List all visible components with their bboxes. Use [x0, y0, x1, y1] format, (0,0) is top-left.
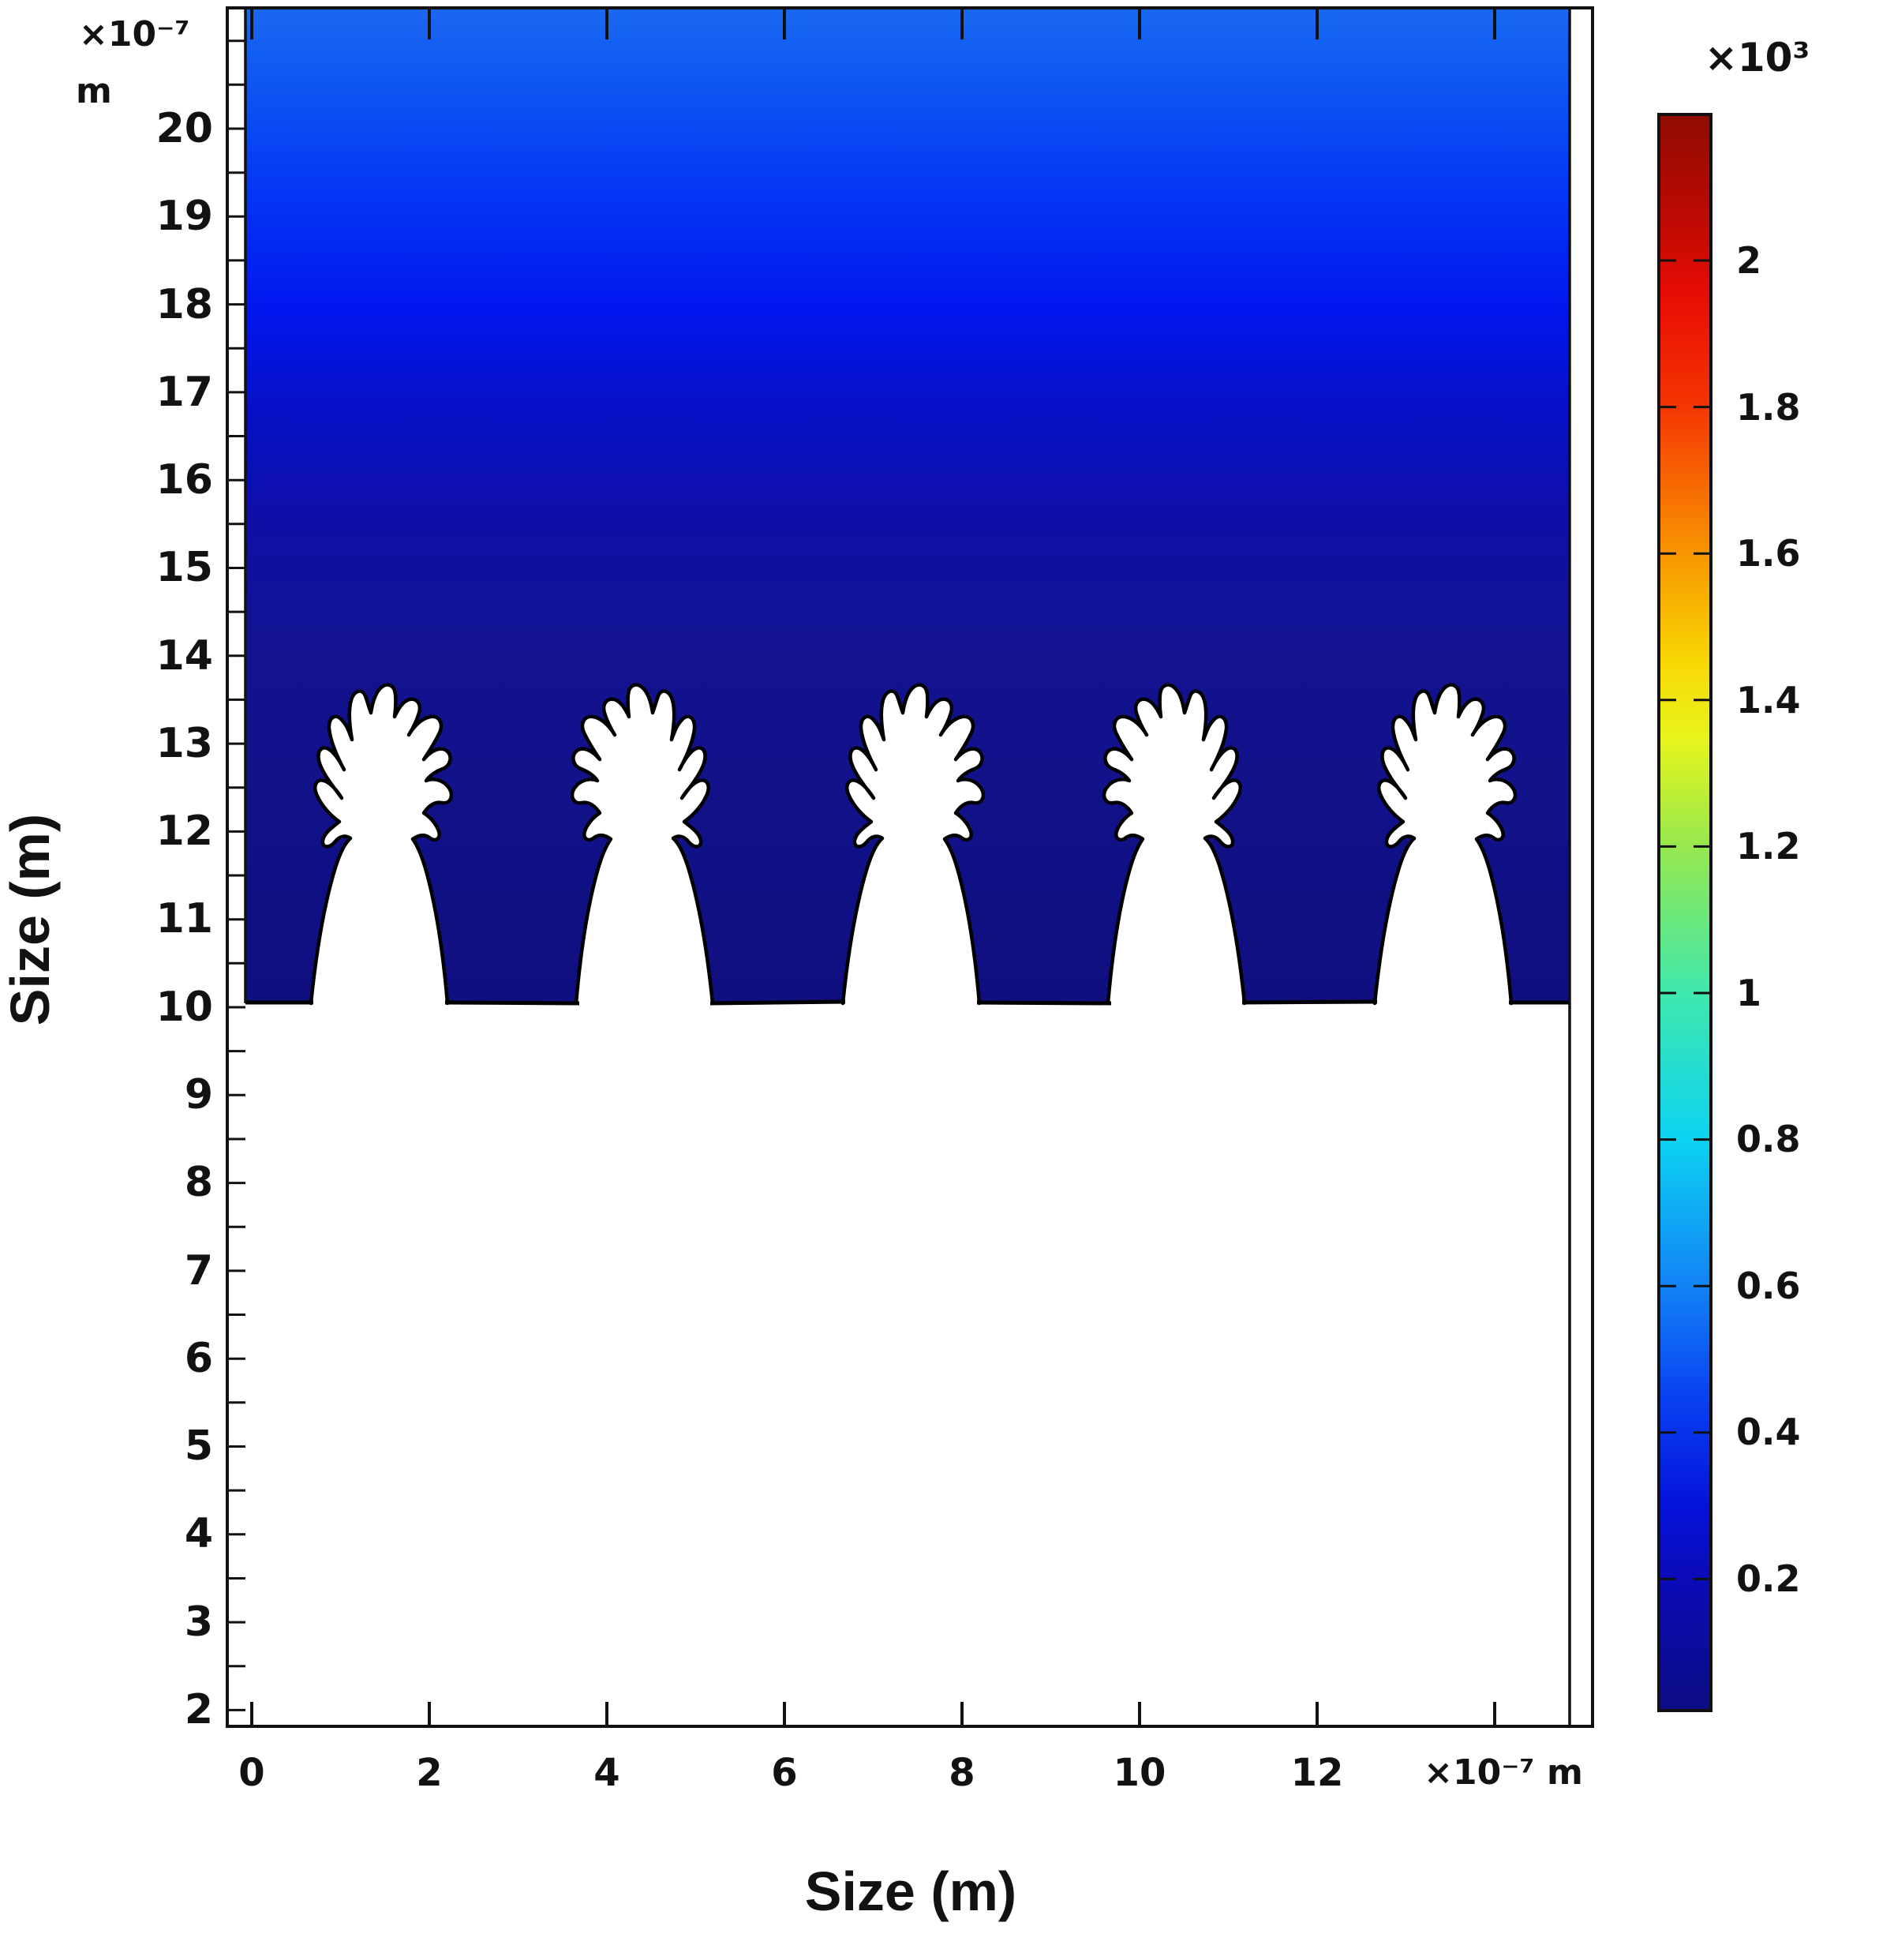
colorbar-tick-label: 2: [1736, 239, 1761, 282]
y-tick-label: 17: [156, 369, 213, 416]
colorbar-tick-label: 1.8: [1736, 386, 1801, 429]
colorbar-tick-label: 0.8: [1736, 1118, 1801, 1160]
x-tick-label: 10: [1114, 1751, 1166, 1795]
y-tick-label: 3: [185, 1598, 213, 1646]
y-tick-label: 16: [156, 456, 213, 504]
y-tick-label: 13: [156, 720, 213, 767]
colorbar-tick-label: 1: [1736, 972, 1761, 1014]
y-tick-label: 14: [156, 632, 213, 680]
y-tick-label: 20: [156, 105, 213, 152]
y-tick-label: 8: [185, 1159, 213, 1206]
y-axis-unit: m: [76, 71, 112, 111]
colorbar-gradient: [1657, 113, 1712, 1712]
colorbar-tick-label: 0.2: [1736, 1557, 1801, 1600]
x-axis-tick-labels: 0 2 4 6 8 10 12 ×10⁻⁷ m: [238, 1751, 1583, 1795]
y-axis-tick-labels: 2 3 4 5 6 7 8 9 10 11 12 13 14 15 16 17 …: [156, 105, 213, 1733]
colorbar-multiplier: ×10³: [1705, 35, 1810, 81]
x-axis-unit-label: ×10⁻⁷ m: [1424, 1752, 1583, 1793]
colorbar-tick-label: 0.4: [1736, 1411, 1801, 1453]
x-tick-label: 4: [593, 1751, 619, 1795]
x-tick-label: 0: [238, 1751, 264, 1795]
y-tick-label: 7: [185, 1247, 213, 1295]
y-tick-label: 12: [156, 808, 213, 855]
colorbar-tick-marks: [1659, 259, 1711, 1580]
x-axis-title: Size (m): [805, 1861, 1016, 1922]
y-tick-label: 19: [156, 193, 213, 240]
colorbar: ×10³ 2 1.8 1.6 1.4 1.2 1 0.8 0.6 0.4 0.2: [1657, 35, 1810, 1712]
y-tick-label: 6: [185, 1335, 213, 1382]
y-tick-label: 15: [156, 544, 213, 591]
interface-baseline: [245, 999, 1570, 1006]
plot-frame: [226, 6, 1594, 1728]
y-axis-tick-marks: [227, 39, 245, 1711]
colorbar-tick-labels: 2 1.8 1.6 1.4 1.2 1 0.8 0.6 0.4 0.2: [1736, 239, 1801, 1600]
y-tick-label: 10: [156, 984, 213, 1031]
y-axis-title: Size (m): [0, 814, 61, 1025]
y-tick-label: 18: [156, 281, 213, 328]
colorbar-tick-label: 0.6: [1736, 1265, 1801, 1307]
deposit-region: [232, 1004, 1591, 1725]
x-tick-label: 12: [1291, 1751, 1344, 1795]
x-tick-label: 8: [949, 1751, 975, 1795]
y-tick-label: 5: [185, 1422, 213, 1470]
y-tick-label: 9: [185, 1071, 213, 1119]
colorbar-tick-label: 1.6: [1736, 532, 1801, 575]
x-axis-tick-marks: [250, 9, 1496, 1726]
colorbar-tick-label: 1.4: [1736, 679, 1801, 721]
colorbar-tick-label: 1.2: [1736, 825, 1801, 868]
x-tick-label: 6: [771, 1751, 797, 1795]
y-tick-label: 11: [156, 895, 213, 943]
y-tick-label: 2: [185, 1686, 213, 1733]
y-tick-label: 4: [185, 1510, 213, 1557]
x-tick-label: 2: [416, 1751, 442, 1795]
y-axis-unit-prefix: ×10⁻⁷: [79, 14, 190, 54]
